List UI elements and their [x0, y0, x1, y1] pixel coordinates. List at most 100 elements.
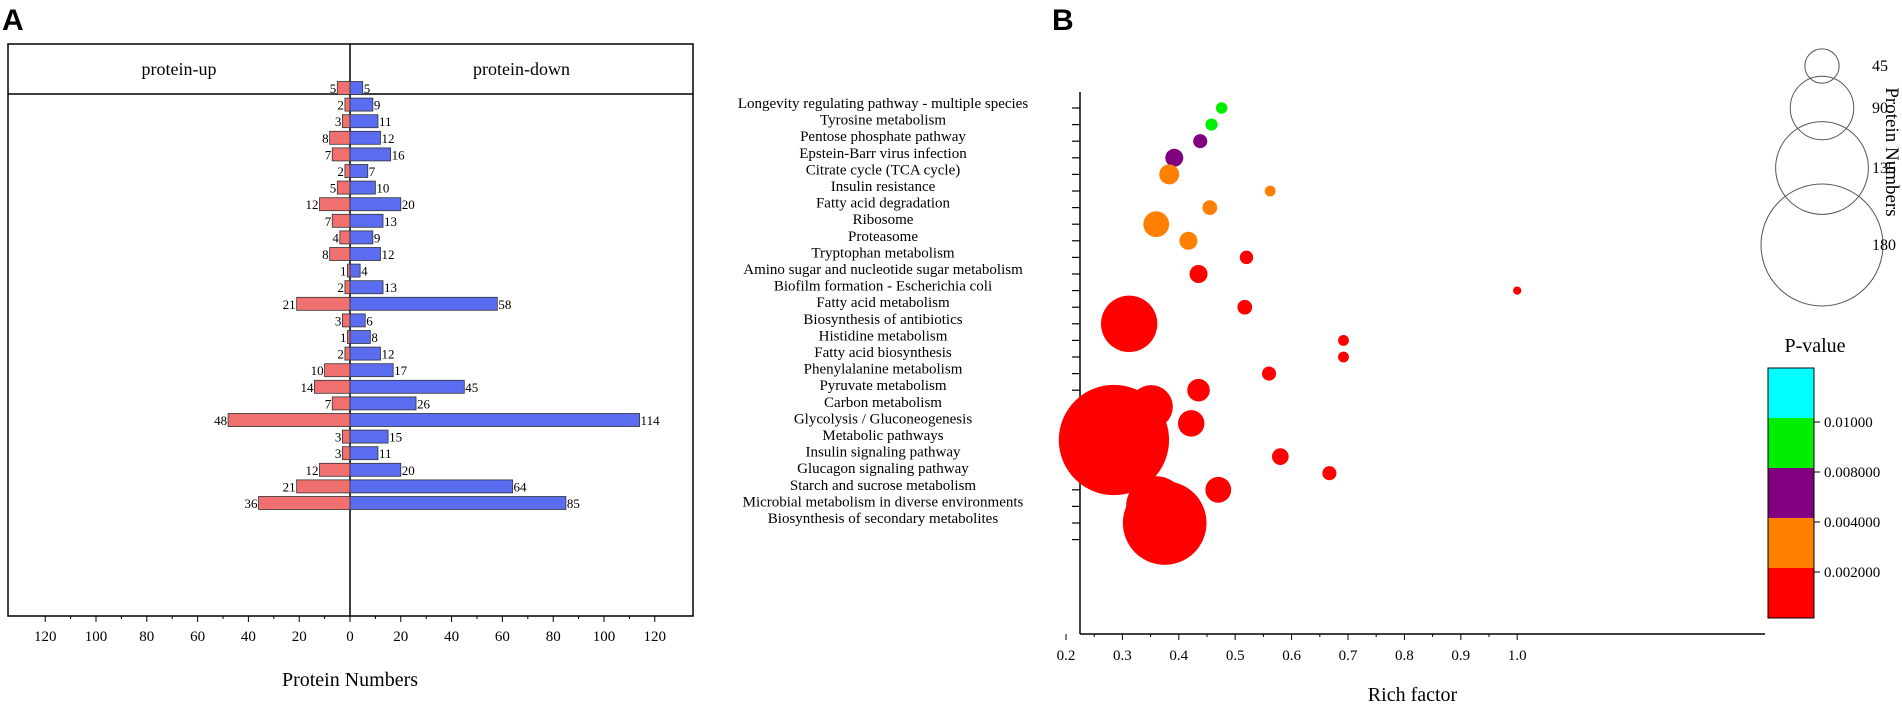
x-tick-label-b: 0.9	[1451, 648, 1470, 664]
bubble-point	[1205, 476, 1232, 503]
bar-down-value: 13	[384, 214, 397, 229]
x-axis-label-b: Rich factor	[1368, 684, 1458, 706]
panel-b-bubble-chart: 0.2 0.3 0.4 0.5 0.6 0.7 0.8 0.9 1.0 Rich factor 45…	[1057, 48, 1902, 706]
x-tick-label-a: 80	[139, 629, 154, 645]
bar-down-value: 12	[381, 247, 394, 262]
bar-down-value: 58	[498, 297, 511, 312]
bar-up	[344, 97, 351, 112]
bar-up-value: 7	[325, 396, 332, 411]
bubble-point	[1100, 295, 1158, 352]
x-tick-label-a: 60	[495, 629, 510, 645]
size-legend-circle	[1760, 183, 1884, 307]
bubble-point	[1239, 250, 1254, 265]
bar-up	[296, 479, 351, 494]
bar-down	[349, 164, 369, 178]
pathway-label: Starch and sucrose metabolism	[790, 478, 977, 494]
size-legend-title: Protein Numbers	[1881, 87, 1902, 216]
color-legend-swatch	[1768, 468, 1814, 518]
bar-up	[341, 114, 351, 129]
bar-down-value: 9	[374, 230, 381, 245]
bar-down-value: 6	[366, 313, 373, 328]
bar-down-value: 7	[369, 164, 376, 179]
pathway-label: Histidine metabolism	[819, 328, 948, 344]
bar-up-value: 10	[311, 363, 324, 378]
pathway-label: Biosynthesis of antibiotics	[803, 312, 962, 328]
bar-up	[341, 429, 351, 444]
panel-a-letter: A	[2, 4, 24, 37]
bar-up-value: 14	[300, 380, 314, 395]
bar-down-value: 8	[371, 330, 378, 345]
bar-down-value: 13	[384, 280, 397, 295]
bar-up	[258, 496, 351, 510]
x-tick-label-a: 100	[85, 629, 108, 645]
bar-down	[349, 263, 361, 278]
bubble-point	[1165, 148, 1184, 167]
bar-down	[349, 280, 384, 295]
pathway-label: Epstein-Barr virus infection	[799, 146, 967, 162]
pathway-label: Fatty acid biosynthesis	[814, 345, 952, 361]
bar-down	[349, 330, 371, 344]
bar-down	[349, 313, 366, 328]
color-legend-swatch	[1768, 368, 1814, 418]
bubble-point	[1179, 231, 1198, 250]
bar-up	[314, 379, 351, 394]
size-legend-label: 45	[1872, 58, 1888, 75]
x-tick-label-b: 0.6	[1282, 648, 1301, 664]
bar-up	[296, 296, 351, 311]
bar-up	[341, 446, 351, 461]
bar-up	[331, 396, 351, 411]
bar-up-value: 2	[337, 98, 344, 113]
bar-down	[349, 462, 402, 477]
bubble-point	[1143, 211, 1170, 238]
bar-down-value: 85	[567, 496, 580, 511]
bar-up-value: 8	[322, 247, 329, 262]
x-tick-label-b: 0.8	[1395, 648, 1414, 664]
pathway-label: Pyruvate metabolism	[819, 378, 946, 394]
x-tick-label-b: 0.2	[1057, 648, 1076, 664]
x-tick-label-b: 0.3	[1113, 648, 1132, 664]
bar-down-value: 9	[374, 98, 381, 113]
bar-up	[324, 363, 351, 378]
bar-down	[349, 446, 379, 461]
pathway-term-labels: Longevity regulating pathway - multiple …	[738, 96, 1029, 527]
pathway-label: Biosynthesis of secondary metabolites	[768, 511, 999, 527]
x-tick-label-b: 0.5	[1226, 648, 1245, 664]
bubble-point	[1237, 299, 1253, 315]
size-legend-circle	[1804, 48, 1840, 84]
color-legend-label: 0.002000	[1824, 565, 1880, 581]
pathway-label: Glucagon signaling pathway	[797, 461, 969, 477]
bar-up	[336, 180, 351, 195]
bar-up-value: 8	[322, 131, 329, 146]
color-legend-swatch	[1768, 418, 1814, 468]
bar-up-value: 12	[306, 463, 319, 478]
x-tick-label-a: 40	[444, 629, 459, 645]
bar-up-value: 3	[335, 114, 342, 129]
x-tick-label-a: 20	[393, 629, 408, 645]
bar-down-value: 114	[641, 413, 661, 428]
bar-up-value: 48	[214, 413, 227, 428]
bar-up-value: 36	[245, 496, 259, 511]
header-protein-up: protein-up	[142, 59, 217, 79]
bar-up-value: 4	[332, 230, 339, 245]
bar-down	[349, 346, 381, 361]
bar-down-value: 12	[381, 131, 394, 146]
bar-up	[331, 213, 351, 228]
bubble-point	[1122, 481, 1207, 565]
pathway-label: Carbon metabolism	[824, 395, 942, 411]
bar-up	[341, 313, 351, 328]
bar-up	[319, 197, 351, 212]
bar-up	[329, 247, 351, 261]
bubble-point	[1159, 164, 1180, 185]
bar-up-value: 7	[325, 214, 332, 229]
bar-down-value: 16	[392, 147, 406, 162]
bar-down	[349, 396, 417, 411]
bar-down-value: 11	[379, 114, 392, 129]
bar-down	[349, 379, 465, 394]
x-axis-label-a: Protein Numbers	[282, 669, 418, 691]
bar-up	[344, 280, 351, 295]
bar-up-value: 1	[340, 264, 347, 279]
bar-down-value: 10	[376, 181, 389, 196]
size-legend-label: 135	[1872, 160, 1896, 177]
pathway-label: Pentose phosphate pathway	[800, 129, 966, 145]
